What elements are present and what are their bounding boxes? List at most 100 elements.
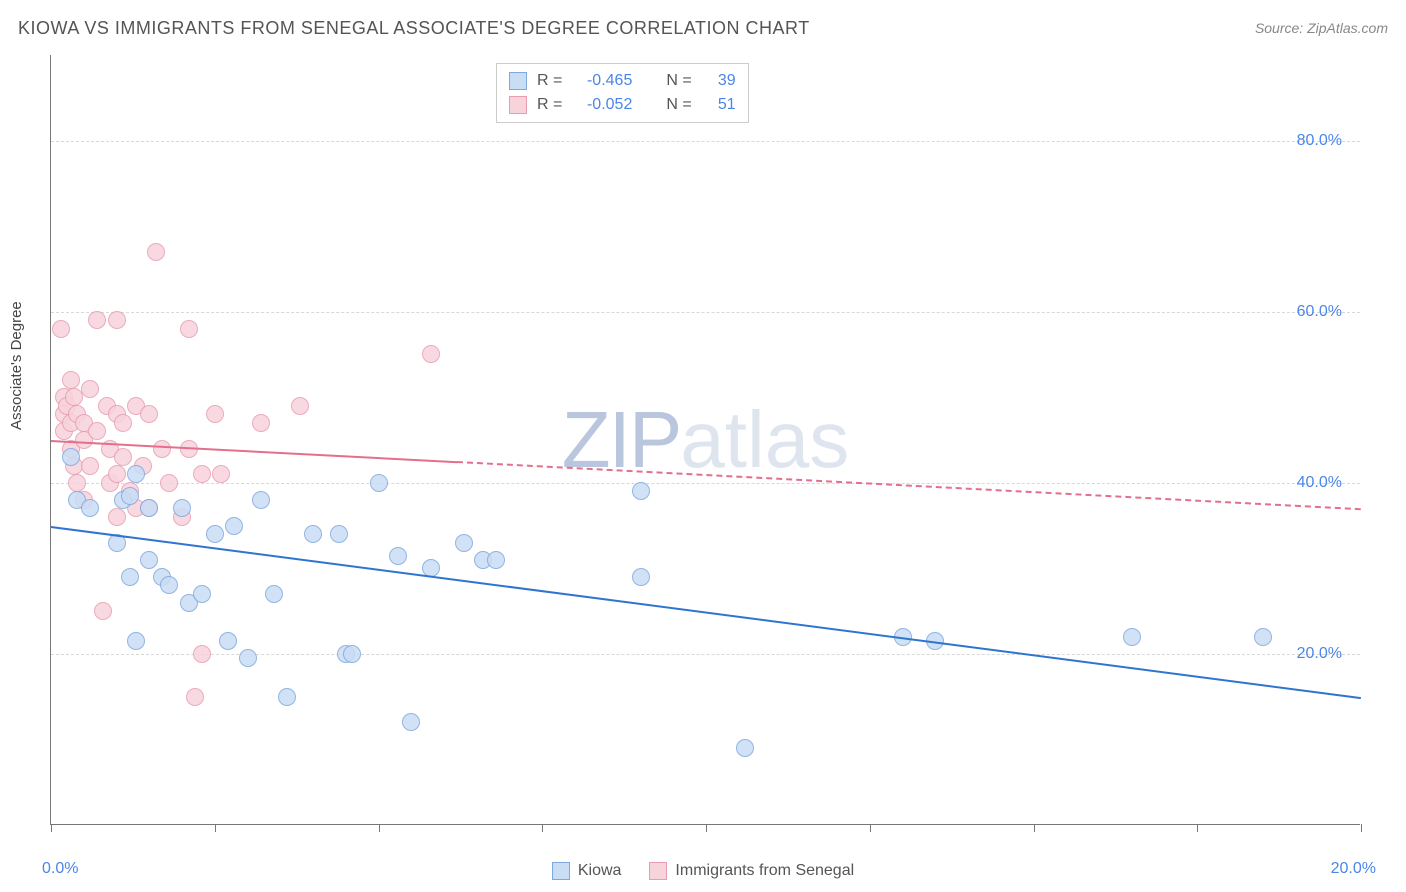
data-point	[193, 465, 211, 483]
trend-line	[51, 526, 1361, 699]
data-point	[88, 422, 106, 440]
data-point	[52, 320, 70, 338]
x-tick	[215, 824, 216, 832]
x-tick-label-right: 20.0%	[1331, 860, 1376, 878]
data-point	[121, 487, 139, 505]
stat-r-value: -0.052	[572, 93, 632, 117]
x-tick	[379, 824, 380, 832]
data-point	[62, 371, 80, 389]
legend-swatch	[552, 862, 570, 880]
data-point	[1123, 628, 1141, 646]
data-point	[160, 576, 178, 594]
legend-swatch	[509, 96, 527, 114]
data-point	[225, 517, 243, 535]
x-tick	[1197, 824, 1198, 832]
x-tick	[870, 824, 871, 832]
data-point	[219, 632, 237, 650]
series-legend: Kiowa Immigrants from Senegal	[0, 862, 1406, 880]
data-point	[632, 568, 650, 586]
data-point	[186, 688, 204, 706]
legend-swatch	[649, 862, 667, 880]
stat-n-label: N =	[666, 69, 691, 93]
series-legend-item: Immigrants from Senegal	[649, 862, 854, 880]
data-point	[68, 474, 86, 492]
data-point	[81, 499, 99, 517]
data-point	[343, 645, 361, 663]
chart-title: KIOWA VS IMMIGRANTS FROM SENEGAL ASSOCIA…	[18, 18, 810, 39]
y-tick-label: 80.0%	[1297, 132, 1342, 150]
y-tick-label: 20.0%	[1297, 645, 1342, 663]
x-tick	[542, 824, 543, 832]
series-legend-label: Immigrants from Senegal	[675, 862, 854, 880]
data-point	[140, 405, 158, 423]
data-point	[252, 491, 270, 509]
correlation-stat-legend: R = -0.465 N = 39 R = -0.052 N = 51	[496, 63, 749, 123]
data-point	[140, 499, 158, 517]
data-point	[173, 499, 191, 517]
data-point	[370, 474, 388, 492]
data-point	[88, 311, 106, 329]
stat-legend-row: R = -0.465 N = 39	[509, 69, 736, 93]
data-point	[265, 585, 283, 603]
source-name: ZipAtlas.com	[1307, 20, 1388, 36]
y-axis-label: Associate's Degree	[8, 301, 25, 430]
y-tick-label: 60.0%	[1297, 303, 1342, 321]
data-point	[114, 448, 132, 466]
data-point	[193, 585, 211, 603]
data-point	[108, 508, 126, 526]
gridline	[51, 483, 1360, 484]
data-point	[402, 713, 420, 731]
legend-swatch	[509, 72, 527, 90]
stat-r-label: R =	[537, 69, 562, 93]
data-point	[114, 414, 132, 432]
data-point	[330, 525, 348, 543]
x-tick	[1361, 824, 1362, 832]
x-tick	[1034, 824, 1035, 832]
source-label: Source:	[1255, 20, 1307, 36]
data-point	[127, 632, 145, 650]
data-point	[108, 465, 126, 483]
source-attribution: Source: ZipAtlas.com	[1255, 20, 1388, 38]
gridline	[51, 312, 1360, 313]
data-point	[160, 474, 178, 492]
data-point	[212, 465, 230, 483]
stat-legend-row: R = -0.052 N = 51	[509, 93, 736, 117]
data-point	[487, 551, 505, 569]
data-point	[81, 380, 99, 398]
data-point	[193, 645, 211, 663]
scatter-plot-area: ZIPatlas R = -0.465 N = 39 R = -0.052 N = 51 20…	[50, 55, 1360, 825]
series-legend-label: Kiowa	[578, 862, 622, 880]
data-point	[736, 739, 754, 757]
data-point	[153, 440, 171, 458]
data-point	[252, 414, 270, 432]
x-tick	[706, 824, 707, 832]
data-point	[304, 525, 322, 543]
data-point	[278, 688, 296, 706]
x-tick-label-left: 0.0%	[42, 860, 78, 878]
data-point	[127, 465, 145, 483]
data-point	[65, 388, 83, 406]
data-point	[81, 457, 99, 475]
data-point	[206, 525, 224, 543]
data-point	[140, 551, 158, 569]
stat-n-value: 39	[702, 69, 736, 93]
data-point	[180, 320, 198, 338]
stat-r-value: -0.465	[572, 69, 632, 93]
data-point	[94, 602, 112, 620]
data-point	[632, 482, 650, 500]
data-point	[121, 568, 139, 586]
series-legend-item: Kiowa	[552, 862, 622, 880]
y-tick-label: 40.0%	[1297, 474, 1342, 492]
watermark: ZIPatlas	[562, 394, 849, 486]
data-point	[291, 397, 309, 415]
data-point	[1254, 628, 1272, 646]
watermark-rest: atlas	[680, 395, 849, 484]
data-point	[389, 547, 407, 565]
data-point	[239, 649, 257, 667]
data-point	[108, 311, 126, 329]
stat-r-label: R =	[537, 93, 562, 117]
stat-n-label: N =	[666, 93, 691, 117]
data-point	[422, 345, 440, 363]
data-point	[206, 405, 224, 423]
stat-n-value: 51	[702, 93, 736, 117]
